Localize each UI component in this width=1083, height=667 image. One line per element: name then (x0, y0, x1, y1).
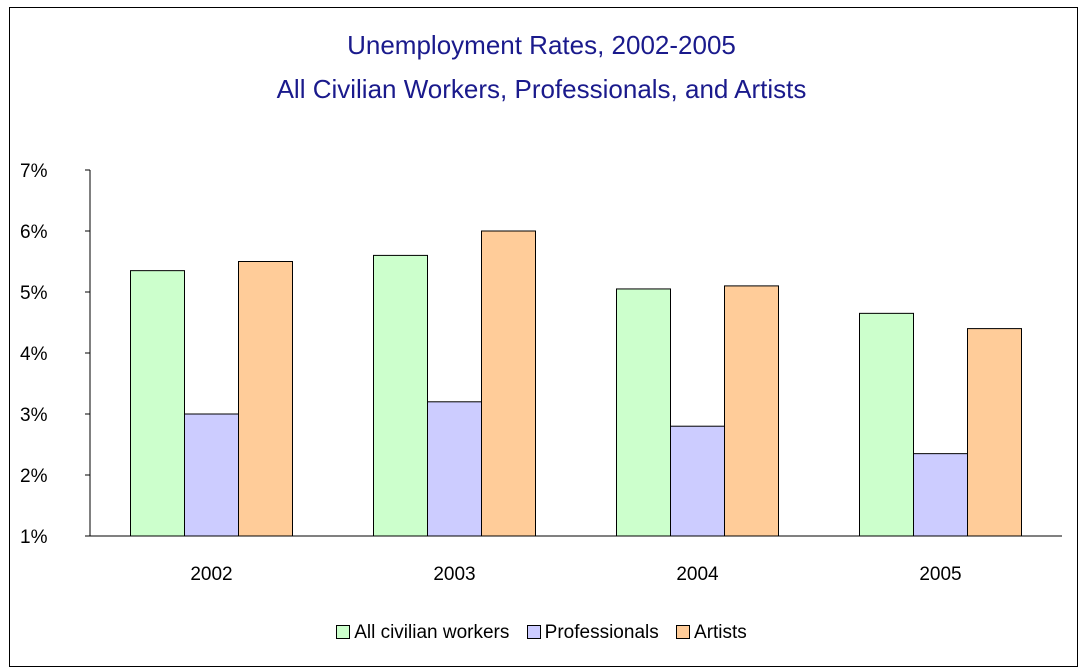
y-tick-label-4: 4% (20, 344, 48, 365)
y-tick-label-3: 3% (20, 405, 48, 426)
bar-artists-2002 (239, 262, 293, 537)
y-tick-label-6: 6% (20, 222, 48, 243)
x-tick-label-2005: 2005 (919, 564, 961, 585)
x-tick-label-2004: 2004 (676, 564, 719, 585)
legend-label-all-civilian-workers: All civilian workers (354, 622, 509, 643)
y-tick-label-2: 2% (20, 466, 48, 487)
legend-item-professionals: Professionals (527, 622, 659, 644)
bar-professionals-2005 (914, 454, 968, 536)
legend-swatch-all-civilian-workers (336, 625, 350, 639)
y-tick-label-7: 7% (20, 161, 48, 182)
bar-professionals-2002 (185, 414, 239, 536)
bar-all-civilian-workers-2004 (617, 289, 671, 536)
legend-item-artists: Artists (676, 622, 747, 644)
bar-professionals-2004 (671, 426, 725, 536)
bar-all-civilian-workers-2002 (131, 271, 185, 536)
chart-legend: All civilian workers Professionals Artis… (0, 622, 1083, 644)
bar-artists-2004 (725, 286, 779, 536)
bar-artists-2003 (482, 231, 536, 536)
bar-all-civilian-workers-2003 (374, 255, 428, 536)
legend-swatch-artists (676, 625, 690, 639)
legend-label-professionals: Professionals (545, 622, 659, 643)
legend-label-artists: Artists (694, 622, 747, 643)
x-tick-label-2002: 2002 (190, 564, 232, 585)
x-tick-label-2003: 2003 (433, 564, 475, 585)
y-tick-label-1: 1% (20, 527, 48, 548)
legend-swatch-professionals (527, 625, 541, 639)
bar-artists-2005 (968, 329, 1022, 536)
y-tick-label-5: 5% (20, 283, 48, 304)
legend-item-all-civilian-workers: All civilian workers (336, 622, 509, 644)
bar-professionals-2003 (428, 402, 482, 536)
bar-all-civilian-workers-2005 (860, 313, 914, 536)
